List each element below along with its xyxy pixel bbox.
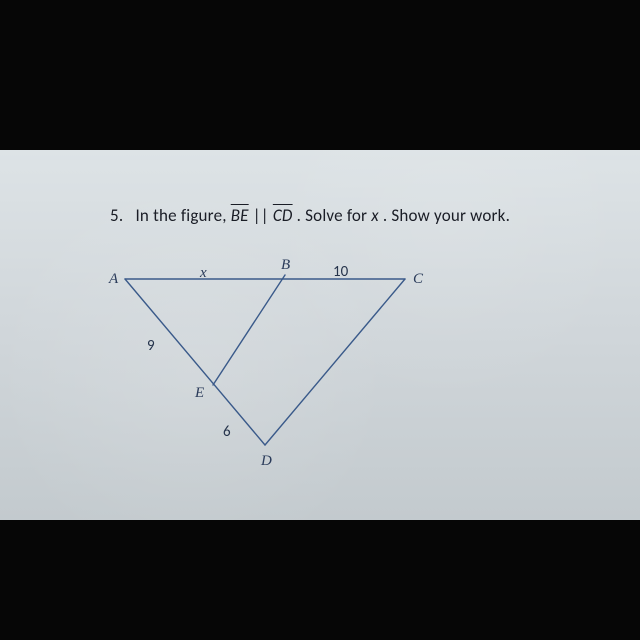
segment-be: BE [231,205,249,226]
vertex-label-A: A [109,271,118,288]
problem-tail: . Show your work. [383,205,510,226]
edge-label-9: 9 [147,337,155,355]
edge-label-10: 10 [333,263,348,281]
segment-AD [125,279,265,445]
segment-cd: CD [273,205,293,226]
edge-label-x: x [200,265,207,282]
vertex-label-D: D [261,453,272,470]
vertex-label-C: C [413,271,423,288]
variable-x: x [371,205,379,226]
figure-segments [125,275,405,445]
problem-number: 5. [110,205,123,226]
letterbox-top [0,0,640,150]
problem-suffix: . Solve for [297,205,372,226]
edge-label-6: 6 [223,423,231,441]
worksheet-page: 5. In the figure, BE || CD . Solve for x… [0,150,640,520]
segment-BE [213,275,285,385]
problem-statement: 5. In the figure, BE || CD . Solve for x… [110,205,510,226]
triangle-figure: ABCED6910x [105,255,445,455]
segment-CD [265,279,405,445]
vertex-label-E: E [195,385,204,402]
vertex-label-B: B [281,257,290,274]
problem-prefix: In the figure, [135,205,230,226]
letterbox-bottom [0,520,640,640]
parallel-symbol: || [253,205,269,226]
figure-svg [105,255,445,455]
